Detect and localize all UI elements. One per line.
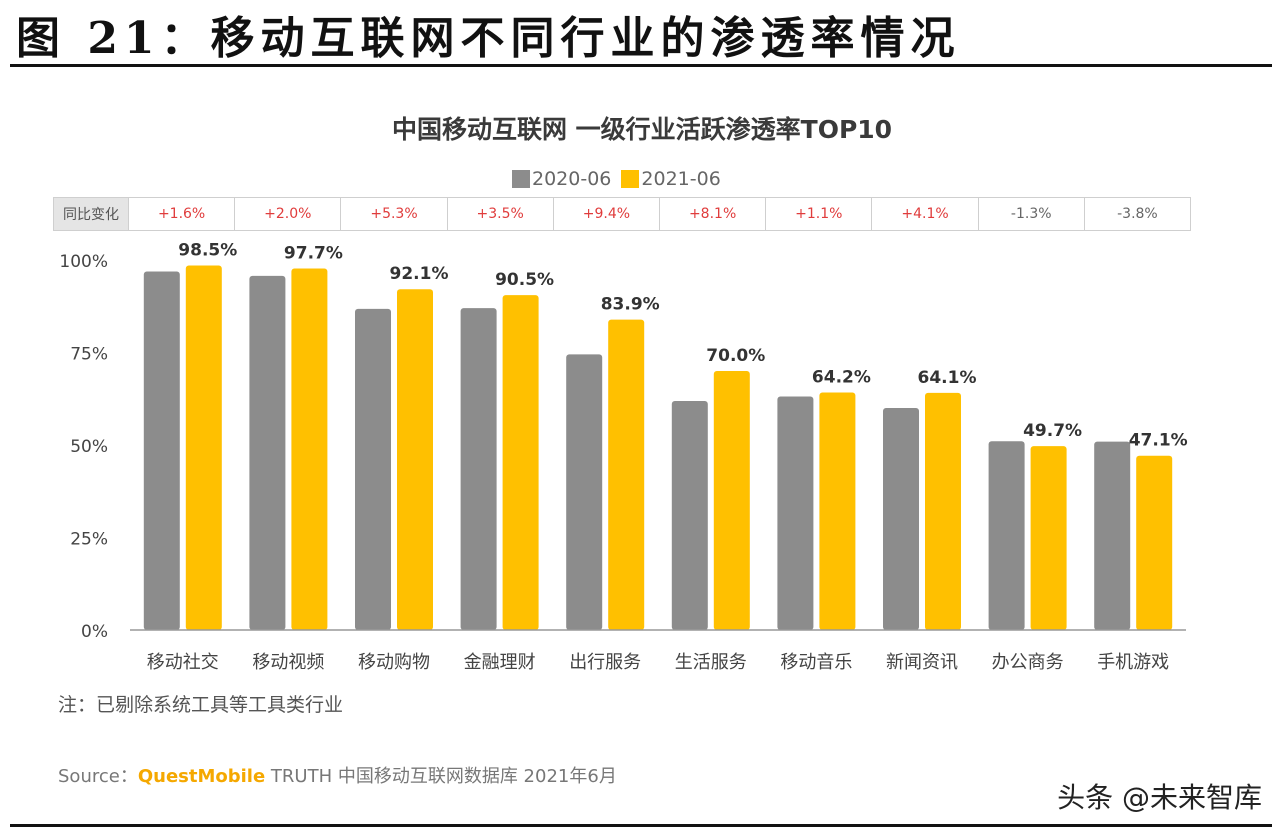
yoy-cell: +1.6%: [129, 198, 236, 230]
y-tick-label: 75%: [70, 345, 108, 365]
data-label: 64.2%: [812, 367, 871, 387]
bar-2020: [249, 275, 286, 630]
data-label: 83.9%: [601, 295, 660, 315]
legend-swatch-2020: [512, 170, 530, 188]
bar-2021: [713, 371, 750, 630]
yoy-cell: +9.4%: [554, 198, 661, 230]
bar-2021: [502, 295, 539, 630]
legend-item-2020: 2020-06: [512, 168, 611, 190]
bar-2021: [1136, 455, 1173, 630]
data-label: 98.5%: [178, 241, 237, 261]
bar-2020: [883, 408, 919, 630]
yoy-cell: +5.3%: [341, 198, 448, 230]
yoy-cell: -3.8%: [1117, 206, 1158, 222]
legend: 2020-06 2021-06: [512, 168, 721, 190]
y-tick-label: 25%: [70, 530, 108, 550]
x-tick-label: 出行服务: [569, 652, 641, 673]
data-label: 47.1%: [1129, 431, 1188, 451]
data-label: 49.7%: [1023, 421, 1082, 441]
yoy-cell: +8.1%: [660, 198, 767, 230]
legend-swatch-2021: [621, 170, 640, 188]
bottom-rule: [10, 824, 1272, 827]
source-rest: TRUTH 中国移动互联网数据库 2021年6月: [265, 766, 617, 787]
bar-2021: [819, 392, 856, 630]
data-label: 70.0%: [706, 346, 765, 366]
bar-2020: [671, 400, 708, 630]
figure-title: 图 21：移动互联网不同行业的渗透率情况: [16, 13, 961, 64]
x-tick-label: 移动音乐: [780, 652, 852, 673]
bar-2020: [988, 441, 1025, 630]
chart-note: 注：已剔除系统工具等工具类行业: [58, 694, 344, 716]
bar-2020: [460, 308, 497, 630]
bar-2021: [925, 392, 961, 630]
yoy-cell: +3.5%: [448, 198, 554, 230]
x-tick-label: 生活服务: [675, 652, 747, 673]
x-tick-label: 办公商务: [992, 652, 1064, 673]
x-tick-label: 金融理财: [464, 652, 536, 673]
data-label: 92.1%: [390, 264, 449, 284]
legend-label-2021: 2021-06: [641, 168, 721, 190]
x-tick-label: 移动视频: [252, 652, 324, 673]
yoy-cell: +1.1%: [766, 198, 873, 230]
data-label: 90.5%: [495, 270, 554, 290]
bar-2020: [143, 271, 180, 630]
bar-2021: [608, 319, 645, 630]
bar-2020: [566, 354, 603, 630]
bar-2021: [397, 289, 433, 630]
y-tick-label: 0%: [81, 622, 108, 642]
yoy-cell: +2.0%: [235, 198, 342, 230]
watermark: 头条 @未来智库: [1057, 781, 1262, 814]
x-tick-label: 手机游戏: [1097, 652, 1169, 673]
source-line: Source：QuestMobile TRUTH 中国移动互联网数据库 2021…: [58, 762, 617, 788]
source-brand: QuestMobile: [137, 766, 266, 787]
y-tick-label: 100%: [59, 252, 108, 272]
x-tick-label: 新闻资讯: [886, 652, 958, 673]
bar-2021: [1030, 446, 1067, 630]
chart-title: 中国移动互联网 一级行业活跃渗透率TOP10: [391, 115, 893, 144]
chart-panel: [40, 82, 1250, 810]
yoy-cell: -1.3%: [979, 198, 1085, 230]
data-label: 64.1%: [918, 368, 977, 388]
x-tick-label: 移动购物: [358, 652, 430, 673]
legend-item-2021: 2021-06: [621, 168, 721, 190]
bar-2021: [291, 268, 328, 630]
legend-label-2020: 2020-06: [532, 168, 612, 190]
bar-2021: [185, 265, 222, 630]
source-prefix: Source：: [58, 766, 138, 787]
yoy-change-row: 同比变化 +1.6% +2.0% +5.3% +3.5% +9.4% +8.1%…: [53, 197, 1191, 231]
data-label: 97.7%: [284, 244, 343, 264]
bar-2020: [355, 308, 391, 630]
top-rule: [10, 64, 1272, 67]
bar-2020: [1094, 441, 1131, 630]
bar-2020: [777, 396, 814, 630]
yoy-cell: +4.1%: [872, 198, 979, 230]
y-tick-label: 50%: [70, 437, 108, 457]
yoy-header: 同比变化: [54, 198, 129, 230]
x-tick-label: 移动社交: [147, 652, 219, 673]
